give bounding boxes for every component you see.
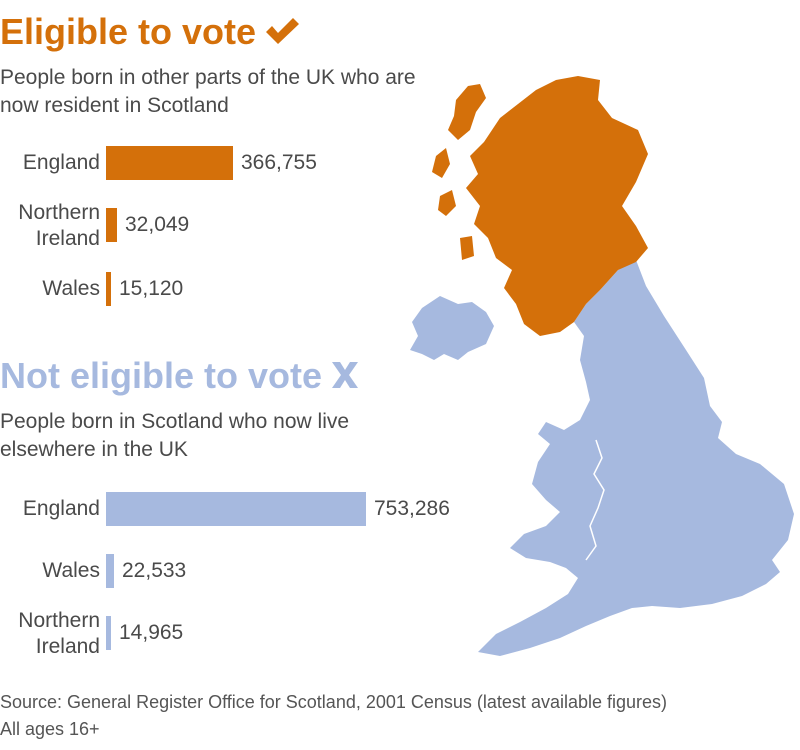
eligible-title: Eligible to vote xyxy=(0,11,257,52)
eligible-subtitle: People born in other parts of the UK who… xyxy=(0,66,416,117)
bar-row: Wales 15,120 xyxy=(0,272,800,308)
bar-row: Northern Ireland 14,965 xyxy=(0,609,800,658)
bar xyxy=(106,208,117,242)
bar xyxy=(106,146,233,180)
value-label: 32,049 xyxy=(125,213,190,236)
bar-row: England 753,286 xyxy=(0,492,800,528)
bar-row: England 366,755 xyxy=(0,146,800,182)
map-scotland xyxy=(466,76,648,336)
value-label: 366,755 xyxy=(241,151,317,174)
value-label: 14,965 xyxy=(119,621,184,644)
ages-note: All ages 16+ xyxy=(0,719,100,739)
category-label: Wales xyxy=(42,559,100,582)
bar-row: Northern Ireland 32,049 xyxy=(0,201,800,250)
map-northern-ireland xyxy=(410,296,494,360)
eligible-heading: Eligible to vote xyxy=(0,12,300,54)
value-label: 22,533 xyxy=(122,559,187,582)
not-eligible-subtitle: People born in Scotland who now live els… xyxy=(0,410,350,461)
category-label: England xyxy=(22,151,100,174)
check-icon xyxy=(264,14,300,54)
category-label: Northern Ireland xyxy=(18,609,100,658)
uk-map xyxy=(410,76,794,656)
map-england-wales xyxy=(478,260,794,656)
bar xyxy=(106,554,114,588)
value-label: 15,120 xyxy=(119,277,184,300)
value-label: 753,286 xyxy=(374,497,450,520)
category-label: Northern Ireland xyxy=(18,201,100,250)
bar xyxy=(106,616,111,650)
category-label: Wales xyxy=(42,277,100,300)
not-eligible-title: Not eligible to vote xyxy=(0,355,323,396)
bar xyxy=(106,492,366,526)
map-wales-border xyxy=(585,439,605,561)
map-scotland-islands xyxy=(432,84,486,260)
x-icon xyxy=(330,358,360,398)
category-label: England xyxy=(22,497,100,520)
bar-row: Wales 22,533 xyxy=(0,554,800,590)
bar xyxy=(106,272,111,306)
source-note: Source: General Register Office for Scot… xyxy=(0,692,668,712)
not-eligible-heading: Not eligible to vote xyxy=(0,356,360,398)
